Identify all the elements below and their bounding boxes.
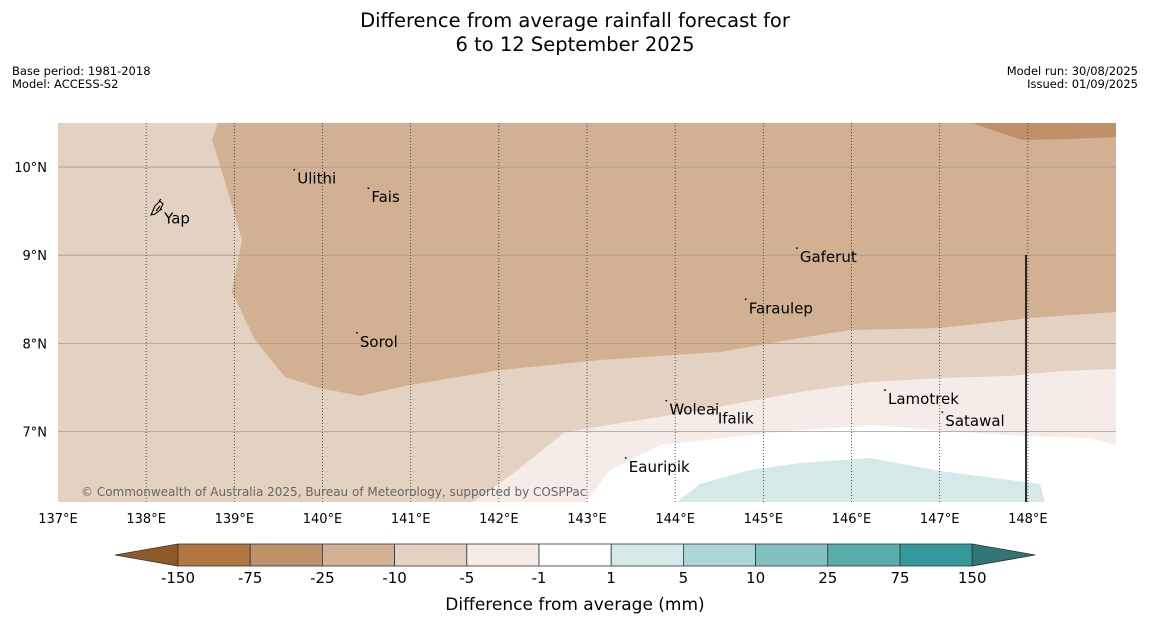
colorbar-tick-label: -5 [459,569,474,587]
lat-tick-label: 7°N [23,425,48,440]
colorbar-swatch [177,543,251,567]
place-label: Ulithi [297,170,336,188]
place-marker [355,331,358,334]
colorbar-labels: -150 -75 -25 -10 -5 -1 1 5 10 25 75 150 [161,569,987,587]
place-labels: Yap Ulithi Fais Gaferut Faraulep Sorol WoleaiI… [160,168,1005,476]
place-label: Faraulep [749,299,813,317]
colorbar-tick-label: -1 [532,569,547,587]
lon-tick-label: 143°E [567,512,607,527]
place-marker [941,411,944,413]
lon-tick-label: 138°E [126,512,166,527]
colorbar-swatch [249,543,323,567]
lon-tick-label: 145°E [744,512,784,527]
model-run: Model run: 30/08/2025 [1006,64,1138,78]
lon-tick-label: 148°E [1008,512,1048,527]
lat-tick-label: 10°N [14,161,47,176]
copyright-credit: © Commonwealth of Australia 2025, Bureau… [81,485,586,499]
band-minus-1-to-minus-5 [473,369,1116,502]
lon-tick-label: 146°E [832,512,872,527]
lon-tick-label: 142°E [479,512,519,527]
place-marker [293,168,296,171]
colorbar-tick-label: 25 [818,569,837,587]
place-label: Satawal [945,412,1004,430]
colorbar-swatch [466,543,540,567]
colorbar-swatch [755,543,829,567]
colorbar-extend-high [971,543,1036,567]
place-marker [744,298,747,301]
place-label: Lamotrek [888,390,959,408]
longitude-labels: 137°E 138°E 139°E 140°E 141°E 142°E 143°E 144°E… [38,512,1047,527]
map-title: Difference from average rainfall forecas… [0,9,1150,57]
colorbar-tick-label: -150 [161,569,195,587]
place-label: Fais [371,188,400,206]
colorbar-tick-label: 1 [606,569,616,587]
band-1-to-5 [677,458,1045,502]
colorbar-tick-label: 5 [679,569,689,587]
colorbar-swatch [827,543,901,567]
colorbar-tick-label: 75 [890,569,909,587]
lon-tick-label: 144°E [655,512,695,527]
lon-tick-label: 140°E [303,512,343,527]
title-line-2: 6 to 12 September 2025 [455,33,695,56]
colorbar-tick-label: 150 [958,569,987,587]
lat-tick-label: 8°N [23,337,48,352]
place-label: Ifalik [718,409,754,427]
colorbar-tick-label: -10 [382,569,407,587]
colorbar-swatch [394,543,468,567]
yap-island-outline [150,198,164,216]
colorbar-swatch [538,543,612,567]
base-period: Base period: 1981-2018 [12,64,151,78]
place-label: Gaferut [800,248,857,266]
colorbar-swatch [321,543,395,567]
place-marker [795,247,798,250]
colorbar-legend [114,543,1036,567]
place-marker [624,457,627,459]
place-marker [160,208,163,211]
colorbar-tick-label: -25 [310,569,335,587]
place-marker [367,187,370,190]
map-gridlines [58,123,1116,502]
place-label: Sorol [360,333,398,351]
band-minus-10-to-minus-25 [212,123,1116,396]
lat-tick-label: 9°N [23,249,48,264]
colorbar-swatch [899,543,973,567]
title-line-1: Difference from average rainfall forecas… [360,9,790,32]
lon-tick-label: 139°E [215,512,255,527]
colorbar-swatch [610,543,684,567]
place-label: Woleai [669,401,719,419]
place-label: Eauripik [629,458,690,476]
place-marker [665,399,668,402]
meta-left: Base period: 1981-2018 Model: ACCESS-S2 [12,65,151,91]
model-name: Model: ACCESS-S2 [12,77,119,91]
lon-tick-label: 141°E [391,512,431,527]
latitude-labels: 10°N 9°N 8°N 7°N [14,161,47,440]
colorbar-tick-label: -75 [238,569,263,587]
lon-tick-label: 147°E [920,512,960,527]
band-minus-25-to-minus-75 [972,123,1116,140]
meta-right: Model run: 30/08/2025 Issued: 01/09/2025 [1007,65,1138,91]
place-marker [713,408,716,411]
colorbar-title: Difference from average (mm) [445,595,704,615]
issued-date: Issued: 01/09/2025 [1027,77,1138,91]
colorbar-extend-low [114,543,179,567]
lon-tick-label: 137°E [38,512,78,527]
colorbar-swatch [683,543,757,567]
place-marker [884,389,886,391]
place-label: Yap [163,209,190,227]
colorbar-tick-label: 10 [746,569,765,587]
